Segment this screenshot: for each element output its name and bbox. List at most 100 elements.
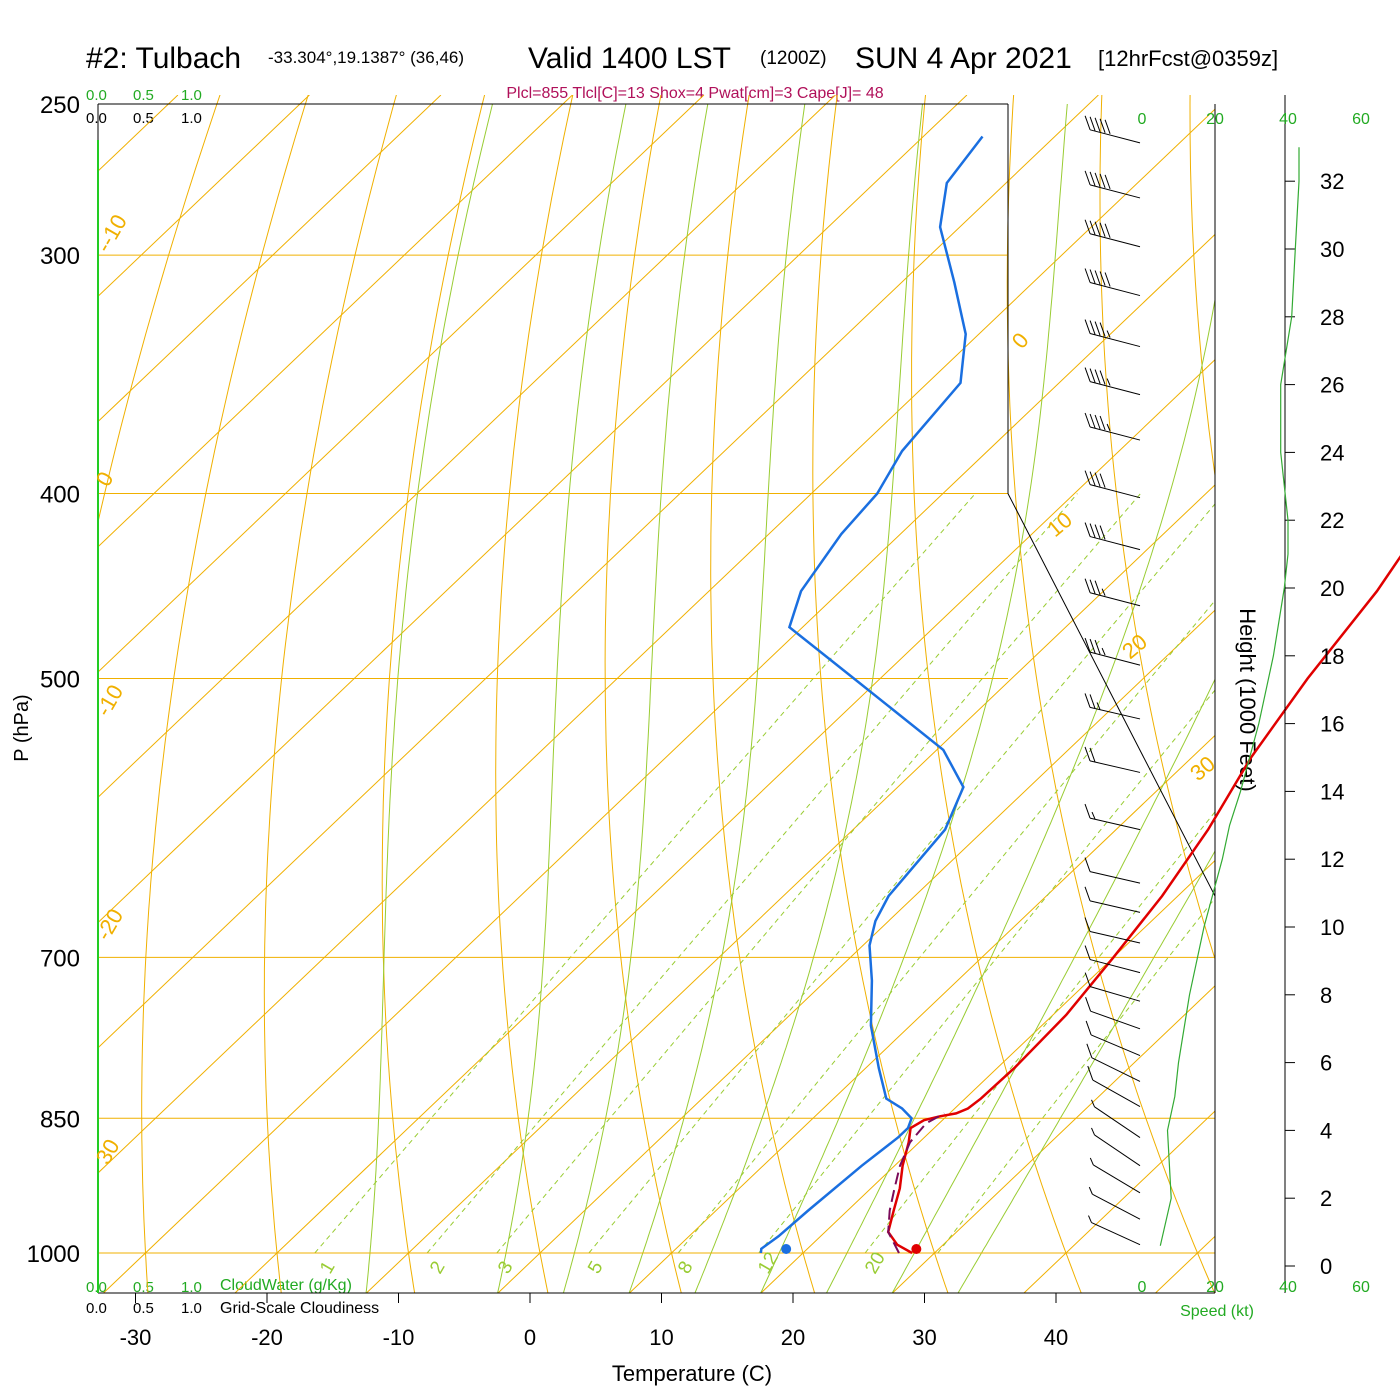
height-tick-label: 6 [1320, 1051, 1332, 1076]
mixing-ratio-line [758, 689, 1215, 1254]
frame [97, 103, 1216, 1294]
isotherms [98, 95, 1215, 1293]
wind-barb [1084, 803, 1141, 831]
x-tick-label: 10 [649, 1325, 673, 1350]
height-tick-label: 10 [1320, 915, 1344, 940]
cw-tick-bot-0: 0.0 [86, 1279, 107, 1296]
speed-tick-label-bottom: 20 [1206, 1279, 1224, 1296]
cloudiness-label: Grid-Scale Cloudiness [220, 1300, 379, 1317]
x-axis-label: Temperature (C) [612, 1361, 772, 1386]
dry-adiabat-line [710, 95, 816, 1293]
isotherm-line [98, 95, 705, 673]
wind-barb [1086, 1043, 1141, 1082]
cl-tick-top-2: 1.0 [181, 110, 202, 127]
surface-dewpoint-dot [781, 1244, 792, 1254]
wind-barb [1084, 945, 1141, 974]
isotherm-label: -20 [91, 904, 129, 944]
dry-adiabats [98, 35, 1400, 1301]
moist-adiabat-line [891, 678, 1215, 1293]
wind-barb [1084, 319, 1141, 348]
height-tick-label: 24 [1320, 440, 1344, 465]
mixing-ratio-label: 2 [426, 1258, 449, 1278]
temperature-line [886, 555, 1400, 1255]
cl-tick-bot-1: 0.5 [133, 1300, 154, 1317]
cw-tick-bot-1: 0.5 [133, 1279, 154, 1296]
top-legend-scale: 0.0 0.5 1.0 0.0 0.5 1.0 [86, 87, 202, 127]
height-tick-label: 20 [1320, 576, 1344, 601]
dry-adiabat-line [1189, 95, 1215, 479]
isotherm-label: --10 [91, 210, 132, 256]
moist-adiabat-line [760, 103, 1068, 1293]
height-tick-label: 32 [1320, 169, 1344, 194]
y-axis-label: P (hPa) [11, 694, 33, 761]
dry-adiabat-line [141, 95, 309, 1293]
isotherm-line [892, 985, 1215, 1293]
wind-barb [1084, 522, 1141, 551]
dry-adiabat-line [1364, 35, 1400, 1301]
forecast-label: [12hrFcst@0359z] [1098, 46, 1278, 71]
moist-adiabat-line [365, 103, 493, 1293]
wind-barb [1084, 972, 1141, 1002]
dry-adiabat-line [98, 95, 221, 525]
pressure-tick-label: 850 [40, 1106, 80, 1133]
isotherm-line [98, 95, 310, 298]
plot-area [98, 35, 1400, 1301]
dry-adiabat-line [495, 95, 574, 1293]
height-tick-label: 22 [1320, 508, 1344, 533]
wind-barb [1084, 578, 1141, 607]
moist-adiabat-line [497, 103, 627, 1293]
isotherm-line [98, 108, 1215, 1174]
dewpoint-line [759, 135, 984, 1254]
mixing-ratio-label: 1 [316, 1258, 339, 1278]
speed-tick-label-top: 0 [1138, 111, 1147, 128]
isotherm-line [366, 484, 1215, 1293]
dry-adiabat-line [911, 95, 1082, 1293]
wind-barb [1084, 637, 1141, 666]
mixing-ratio-label: 8 [674, 1258, 697, 1278]
speed-tick-label-bottom: 0 [1138, 1279, 1147, 1296]
wind-barb [1084, 917, 1141, 944]
x-tick-label: -20 [251, 1325, 283, 1350]
isotherm-line [98, 95, 1099, 1049]
height-tick-label: 4 [1320, 1118, 1332, 1143]
isotherm-label: 10 [1042, 507, 1077, 542]
moist-adiabats [365, 103, 1215, 1293]
x-tick-label: 20 [781, 1325, 805, 1350]
cw-tick-bot-2: 1.0 [181, 1279, 202, 1296]
dry-adiabat-line [1099, 95, 1215, 961]
pressure-tick-label: 500 [40, 667, 80, 694]
isotherm-line [98, 95, 968, 924]
dry-adiabat-line [381, 95, 486, 1293]
isotherm-line [234, 358, 1215, 1293]
wind-barb [1084, 693, 1141, 720]
cloudwater-label: CloudWater (g/Kg) [220, 1277, 352, 1294]
mixing-ratio-line [937, 897, 1215, 1254]
isotherm-line [629, 734, 1215, 1293]
moist-adiabat-line [628, 103, 806, 1293]
speed-tick-label-bottom: 60 [1352, 1279, 1370, 1296]
pressure-tick-label: 1000 [27, 1241, 80, 1268]
height-tick-label: 8 [1320, 983, 1332, 1008]
isotherm-label: 20 [1117, 629, 1152, 664]
moist-adiabat-line [957, 850, 1215, 1293]
mixing-ratio-line [426, 493, 1078, 1254]
moist-adiabat-line [694, 103, 923, 1293]
isotherm-label: -10 [91, 680, 129, 720]
mixing-ratio-label: 3 [494, 1258, 517, 1278]
height-tick-label: 16 [1320, 712, 1344, 737]
parcel-line [887, 1112, 945, 1254]
wind-barb [1085, 997, 1141, 1030]
mixing-ratio-line [677, 599, 1215, 1254]
cw-tick-top-2: 1.0 [181, 87, 202, 104]
x-tick-label: 0 [524, 1325, 536, 1350]
isotherm-label: 0 [91, 467, 119, 490]
wind-barb [1087, 1065, 1141, 1107]
valid-time: Valid 1400 LST [528, 42, 731, 75]
speed-tick-label-bottom: 40 [1279, 1279, 1297, 1296]
isotherm-label: 30 [91, 1135, 125, 1169]
speed-tick-label-top: 60 [1352, 111, 1370, 128]
wind-barb [1084, 470, 1141, 499]
wind-barb [1084, 857, 1141, 884]
params-line: Plcl=855 Tlcl[C]=13 Shox=4 Pwat[cm]=3 Ca… [506, 85, 883, 102]
wind-barb [1091, 1127, 1141, 1167]
